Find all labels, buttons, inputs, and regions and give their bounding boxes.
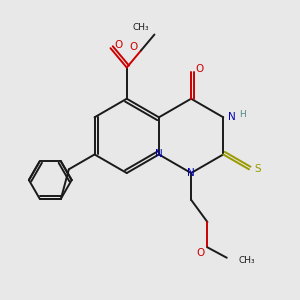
Text: H: H xyxy=(239,110,245,119)
Text: O: O xyxy=(197,248,205,258)
Text: O: O xyxy=(115,40,123,50)
Text: N: N xyxy=(187,168,195,178)
Text: O: O xyxy=(130,42,138,52)
Text: CH₃: CH₃ xyxy=(238,256,255,265)
Text: CH₃: CH₃ xyxy=(133,22,149,32)
Text: S: S xyxy=(254,164,261,174)
Text: O: O xyxy=(195,64,203,74)
Text: N: N xyxy=(155,149,163,160)
Text: N: N xyxy=(228,112,236,122)
